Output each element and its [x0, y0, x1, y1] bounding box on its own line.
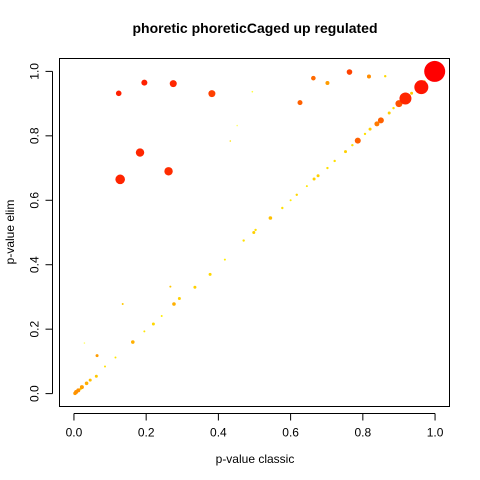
scatter-point — [351, 143, 354, 147]
y-tick-label: 0.0 — [28, 385, 42, 402]
scatter-point — [297, 100, 303, 106]
scatter-point — [115, 90, 122, 97]
y-tick-label: 0.2 — [28, 321, 42, 338]
scatter-point — [325, 80, 330, 85]
scatter-point — [115, 174, 125, 185]
scatter-point — [169, 80, 177, 88]
x-axis: 0.0 0.2 0.4 0.6 0.8 1.0 — [66, 413, 444, 440]
scatter-point — [377, 117, 384, 124]
scatter-point — [151, 322, 155, 326]
scatter-point — [414, 80, 429, 95]
plot-frame — [59, 58, 450, 407]
scatter-point — [79, 385, 84, 390]
scatter-point — [368, 127, 372, 131]
scatter-point — [344, 150, 347, 154]
scatter-point — [252, 231, 256, 234]
scatter-point — [172, 302, 176, 306]
y-tick-label: 0.8 — [28, 127, 42, 144]
chart-title: phoretic phoreticCaged up regulated — [132, 20, 378, 36]
scatter-point — [104, 365, 106, 368]
scatter-point — [208, 90, 216, 98]
scatter-point — [387, 111, 391, 115]
scatter-point — [84, 381, 89, 386]
scatter-point — [366, 74, 371, 79]
points-layer — [73, 60, 446, 396]
scatter-point — [363, 132, 367, 136]
scatter-point — [95, 354, 99, 358]
scatter-point — [384, 75, 387, 78]
scatter-point — [160, 314, 163, 317]
y-tick-label: 0.6 — [28, 192, 42, 209]
scatter-point — [121, 303, 124, 306]
scatter-point — [193, 285, 197, 289]
scatter-point — [236, 124, 238, 127]
x-tick-label: 1.0 — [427, 426, 444, 440]
scatter-point — [424, 60, 446, 82]
scatter-point — [94, 374, 98, 378]
scatter-point — [399, 92, 412, 105]
scatter-point — [242, 239, 245, 242]
x-tick-label: 0.2 — [138, 426, 155, 440]
scatter-point — [295, 193, 298, 196]
scatter-point — [326, 166, 329, 170]
scatter-point — [229, 140, 232, 142]
scatter-point — [83, 342, 86, 344]
x-axis-label: p-value classic — [216, 452, 295, 466]
scatter-point — [392, 106, 395, 110]
y-axis-label: p-value elim — [3, 200, 17, 265]
scatter-point — [268, 216, 273, 220]
scatter-point — [354, 137, 361, 144]
scatter-point — [114, 356, 117, 359]
scatter-point — [141, 79, 148, 86]
y-axis: 0.0 0.2 0.4 0.6 0.8 1.0 — [28, 63, 53, 402]
y-tick-label: 1.0 — [28, 63, 42, 80]
scatter-point — [135, 148, 145, 157]
scatter-point — [410, 91, 414, 95]
scatter-point — [88, 378, 92, 382]
scatter-point — [374, 121, 380, 127]
x-tick-label: 0.0 — [66, 426, 83, 440]
scatter-point — [346, 69, 353, 75]
scatter-point — [305, 185, 308, 188]
scatter-point — [316, 174, 320, 178]
scatter-point — [289, 199, 292, 202]
scatter-point — [208, 272, 212, 276]
scatter-point — [164, 167, 173, 176]
scatter-point — [254, 228, 257, 232]
scatter-point — [312, 177, 316, 181]
scatter-point — [143, 330, 146, 333]
scatter-point — [311, 75, 316, 81]
scatter-point — [281, 206, 284, 210]
x-tick-label: 0.6 — [282, 426, 299, 440]
scatter-point — [74, 390, 79, 394]
scatter-point — [251, 90, 254, 93]
scatter-point — [333, 159, 336, 163]
x-tick-label: 0.4 — [210, 426, 227, 440]
scatter-point — [169, 285, 172, 288]
x-tick-label: 0.8 — [354, 426, 371, 440]
scatter-point — [223, 258, 226, 261]
scatter-point — [131, 340, 135, 344]
y-tick-label: 0.4 — [28, 256, 42, 273]
scatter-point — [177, 297, 181, 301]
